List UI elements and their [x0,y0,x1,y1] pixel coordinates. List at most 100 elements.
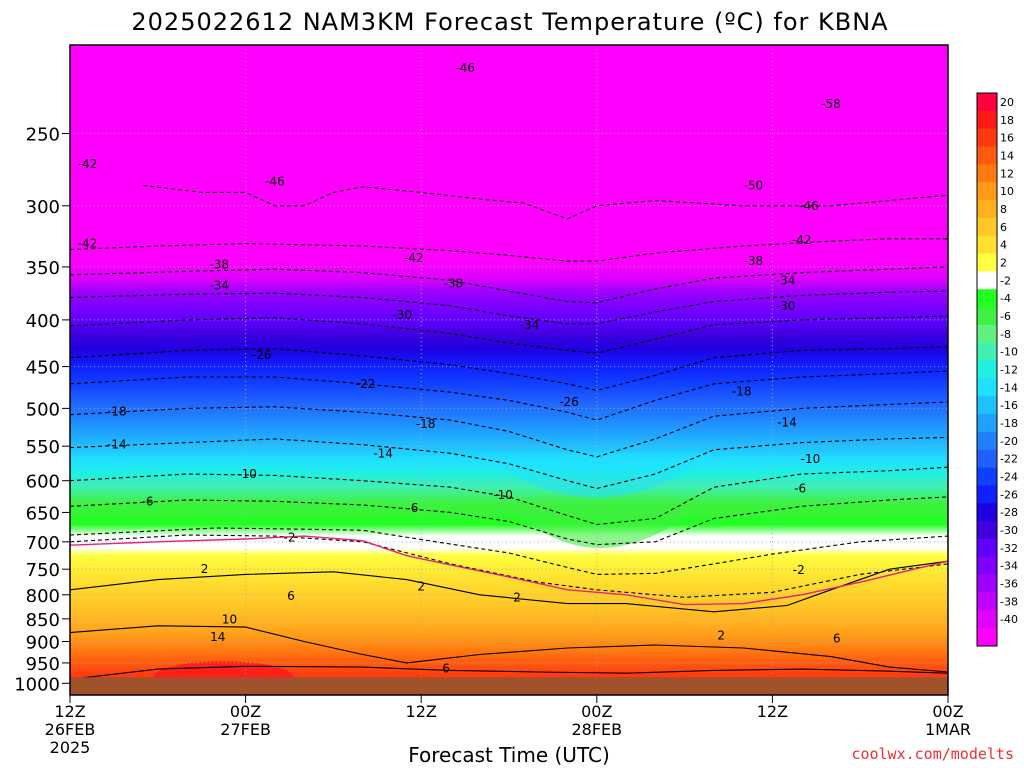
colorbar-label: 18 [1000,114,1014,127]
contour-label: -38 [444,277,464,291]
colorbar-swatch [977,110,997,130]
colorbar-swatch [977,503,997,522]
colorbar-label: -26 [1000,488,1018,501]
contour-label: -18 [732,384,752,398]
colorbar-swatch [977,164,997,183]
y-tick-label: 650 [26,503,60,524]
cold-intrusion-lower-shading [509,506,700,549]
colorbar-swatch [977,235,997,255]
contour-label: -46 [265,174,285,188]
colorbar-label: 10 [1000,185,1014,198]
colorbar-swatch [977,628,997,647]
x-tick-label: 00Z [581,702,612,721]
x-tick-label: 12Z [757,702,788,721]
contour-label: -22 [356,377,376,391]
y-tick-label: 1000 [14,674,60,695]
colorbar-label: 8 [1000,203,1007,216]
contour-label: -46 [455,61,475,75]
x-tick-label: 00Z [230,702,261,721]
colorbar-label: 16 [1000,132,1014,145]
contour-label: -34 [209,279,229,293]
isotherm-minus46 [143,184,948,220]
isotherm-minus18 [70,401,948,458]
y-tick-label: 800 [26,586,60,607]
contour-label: -18 [416,417,436,431]
isotherm-plus2 [70,665,948,680]
colorbar-label: -40 [1000,613,1018,626]
contour-label: 6 [833,631,841,645]
contour-label: -26 [252,348,272,362]
contour-label: 6 [442,661,450,675]
colorbar-label: -32 [1000,542,1018,555]
y-axis: 2503003504004505005506006507007508008509… [14,124,70,695]
colorbar-frame [976,92,998,647]
y-tick-label: 400 [26,311,60,332]
x-tick-label: 2025 [50,738,91,757]
isotherm-minus38 [70,266,948,304]
colorbar-swatch [977,378,997,397]
colorbar-swatch [977,360,997,379]
contour-label: 2 [717,629,725,643]
colorbar-swatch [977,289,997,308]
colorbar-label: 4 [1000,239,1007,252]
colorbar-swatch [977,556,997,576]
isotherm-plus2 [70,560,948,613]
colorbar-swatch [977,128,997,148]
isotherm-minus34 [70,290,948,325]
y-tick-label: 350 [26,258,60,279]
contour-label: -10 [801,452,821,466]
colorbar-swatch [977,485,997,504]
y-tick-label: 250 [26,124,60,145]
colorbar-label: 6 [1000,221,1007,234]
contour-label: -34 [520,318,540,332]
contour-label: -42 [404,251,424,265]
source-credit: coolwx.com/modelts [851,745,1014,763]
contour-label: -30 [392,308,412,322]
cold-intrusion-shading [479,453,714,498]
isotherm-minus22 [70,370,948,421]
x-tick-label: 1MAR [925,720,971,739]
grid-lines [70,45,948,695]
y-tick-label: 600 [26,472,60,493]
colorbar-label: -22 [1000,453,1018,466]
contour-label: 2 [201,562,209,576]
chart-title: 2025022612 NAM3KM Forecast Temperature (… [131,8,888,36]
colorbar-label: -18 [1000,417,1018,430]
y-tick-label: 850 [26,610,60,631]
plot-area [70,45,948,695]
isotherm-contours [70,184,948,680]
colorbar-swatch [977,342,997,362]
colorbar-label: 14 [1000,149,1014,162]
colorbar-swatch [977,521,997,540]
contour-label: -6 [406,501,418,515]
colorbar-swatch [977,253,997,272]
colorbar-label: -8 [1000,328,1011,341]
contour-label: 14 [210,630,225,644]
contour-label: -6 [794,482,806,496]
isotherm-minus14 [70,436,948,490]
y-tick-label: 950 [26,654,60,675]
colorbar-label: -28 [1000,506,1018,519]
contour-label: -46 [799,199,819,213]
y-tick-label: 900 [26,632,60,653]
colorbar-swatch [977,467,997,486]
contour-label: -10 [493,488,513,502]
freezing-line [70,535,948,606]
x-tick-label: 00Z [932,702,963,721]
colorbar-label: 2 [1000,256,1007,269]
colorbar-label: -2 [1000,274,1011,287]
colorbar-swatch [977,610,997,629]
colorbar-label: -10 [1000,346,1018,359]
contour-label: -38 [744,254,764,268]
colorbar-label: -6 [1000,310,1011,323]
colorbar-label: -34 [1000,560,1018,573]
y-tick-label: 550 [26,437,60,458]
contour-label: -50 [744,178,764,192]
isotherm-minus2 [70,527,948,575]
contour-label: -2 [284,530,296,544]
y-tick-label: 750 [26,560,60,581]
y-tick-label: 300 [26,197,60,218]
contour-label: -2 [509,591,521,605]
